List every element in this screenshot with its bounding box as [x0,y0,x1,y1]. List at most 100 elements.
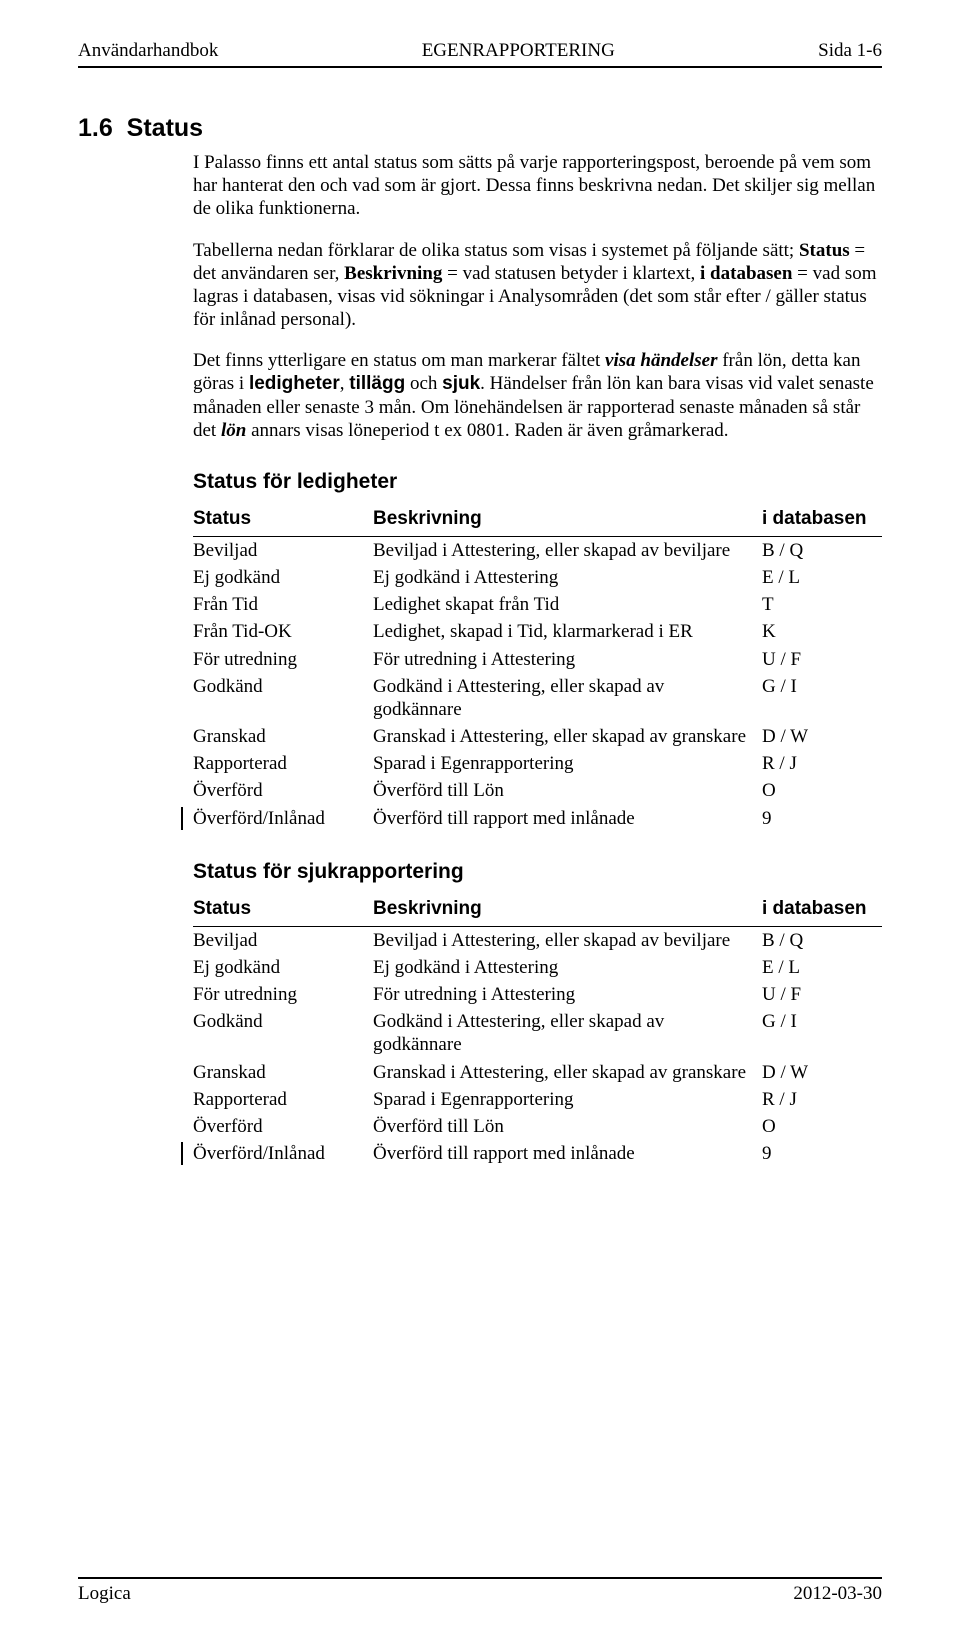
cell-status: Granskad [193,723,373,750]
th-status: Status [193,894,373,927]
table-row: GodkändGodkänd i Attestering, eller skap… [193,1008,882,1058]
p2-bold-besk: Beskrivning [344,263,442,284]
cell-beskrivning: Granskad i Attestering, eller skapad av … [373,723,762,750]
page-header: Användarhandbok EGENRAPPORTERING Sida 1-… [78,40,882,68]
p2-text-a: Tabellerna nedan förklarar de olika stat… [193,240,799,261]
table-row: Från TidLedighet skapat från TidT [193,591,882,618]
cell-status: Beviljad [193,536,373,564]
cell-status: Överförd [193,777,373,804]
cell-status: Ej godkänd [193,954,373,981]
table-row: GranskadGranskad i Attestering, eller sk… [193,723,882,750]
cell-beskrivning: Godkänd i Attestering, eller skapad av g… [373,673,762,723]
subheading-ledigheter: Status för ledigheter [193,470,882,494]
cell-db: B / Q [762,536,882,564]
cell-status: Granskad [193,1059,373,1086]
table-row: GodkändGodkänd i Attestering, eller skap… [193,673,882,723]
cell-beskrivning: Överförd till Lön [373,1113,762,1140]
p3-text-d: och [405,373,442,394]
th-beskrivning: Beskrivning [373,504,762,537]
cell-beskrivning: Överförd till rapport med inlånade [373,805,762,832]
cell-beskrivning: Beviljad i Attestering, eller skapad av … [373,926,762,954]
p3-bi-lon: lön [221,420,246,441]
p3-sb-sjuk: sjuk [442,373,480,394]
cell-db: D / W [762,723,882,750]
cell-status: För utredning [193,981,373,1008]
section-title: 1.6 Status [78,114,882,143]
footer-left: Logica [78,1583,131,1605]
p3-sb-led: ledigheter [249,373,340,394]
cell-db: U / F [762,981,882,1008]
body-block: I Palasso finns ett antal status som sät… [193,151,882,1167]
table-row: ÖverfördÖverförd till LönO [193,1113,882,1140]
cell-db: R / J [762,750,882,777]
cell-beskrivning: Överförd till Lön [373,777,762,804]
header-center: EGENRAPPORTERING [218,40,818,62]
p3-sb-till: tillägg [349,373,405,394]
p3-text-c: , [340,373,350,394]
cell-status: Ej godkänd [193,564,373,591]
p2-bold-status: Status [799,240,850,261]
cell-db: E / L [762,954,882,981]
table-row: RapporteradSparad i EgenrapporteringR / … [193,750,882,777]
cell-beskrivning: Överförd till rapport med inlånade [373,1140,762,1167]
table-row: Överförd/InlånadÖverförd till rapport me… [193,1140,882,1167]
cell-status: Från Tid [193,591,373,618]
th-beskrivning: Beskrivning [373,894,762,927]
table-sjuk: Status Beskrivning i databasen BeviljadB… [193,894,882,1168]
table-row: För utredningFör utredning i Attestering… [193,981,882,1008]
table-ledigheter: Status Beskrivning i databasen BeviljadB… [193,504,882,832]
cell-status: Från Tid-OK [193,618,373,645]
th-status: Status [193,504,373,537]
header-left: Användarhandbok [78,40,218,62]
table-header-row: Status Beskrivning i databasen [193,894,882,927]
header-right: Sida 1-6 [818,40,882,62]
table-row: För utredningFör utredning i Attestering… [193,646,882,673]
cell-beskrivning: För utredning i Attestering [373,646,762,673]
cell-beskrivning: Ej godkänd i Attestering [373,954,762,981]
table-row: Från Tid-OKLedighet, skapad i Tid, klarm… [193,618,882,645]
cell-beskrivning: Godkänd i Attestering, eller skapad av g… [373,1008,762,1058]
table-header-row: Status Beskrivning i databasen [193,504,882,537]
paragraph-2: Tabellerna nedan förklarar de olika stat… [193,239,882,332]
cell-status: Godkänd [193,673,373,723]
paragraph-1: I Palasso finns ett antal status som sät… [193,151,882,221]
p2-bold-db: i databasen [700,263,792,284]
footer-right: 2012-03-30 [793,1583,882,1605]
cell-status: Överförd [193,1113,373,1140]
table-row: BeviljadBeviljad i Attestering, eller sk… [193,926,882,954]
table-row: BeviljadBeviljad i Attestering, eller sk… [193,536,882,564]
p3-text-f: annars visas löneperiod t ex 0801. Raden… [246,420,728,441]
cell-db: T [762,591,882,618]
cell-status: Rapporterad [193,1086,373,1113]
table-row: RapporteradSparad i EgenrapporteringR / … [193,1086,882,1113]
p3-text-a: Det finns ytterligare en status om man m… [193,350,605,371]
cell-beskrivning: Ledighet, skapad i Tid, klarmarkerad i E… [373,618,762,645]
cell-status: Överförd/Inlånad [193,805,373,832]
cell-status: Överförd/Inlånad [193,1140,373,1167]
cell-beskrivning: Granskad i Attestering, eller skapad av … [373,1059,762,1086]
p2-text-c: = vad statusen betyder i klartext, [442,263,700,284]
cell-beskrivning: Sparad i Egenrapportering [373,1086,762,1113]
section-number: 1.6 [78,114,113,142]
th-db: i databasen [762,894,882,927]
cell-db: K [762,618,882,645]
cell-status: Rapporterad [193,750,373,777]
cell-beskrivning: Ledighet skapat från Tid [373,591,762,618]
cell-beskrivning: För utredning i Attestering [373,981,762,1008]
cell-db: O [762,1113,882,1140]
page-footer: Logica 2012-03-30 [78,1577,882,1605]
table-row: Överförd/InlånadÖverförd till rapport me… [193,805,882,832]
cell-db: G / I [762,1008,882,1058]
cell-db: B / Q [762,926,882,954]
th-db: i databasen [762,504,882,537]
table-row: GranskadGranskad i Attestering, eller sk… [193,1059,882,1086]
table-row: ÖverfördÖverförd till LönO [193,777,882,804]
subheading-sjuk: Status för sjukrapportering [193,860,882,884]
cell-status: Beviljad [193,926,373,954]
cell-status: För utredning [193,646,373,673]
section-name: Status [127,114,203,142]
cell-db: U / F [762,646,882,673]
cell-beskrivning: Beviljad i Attestering, eller skapad av … [373,536,762,564]
cell-beskrivning: Sparad i Egenrapportering [373,750,762,777]
cell-db: G / I [762,673,882,723]
